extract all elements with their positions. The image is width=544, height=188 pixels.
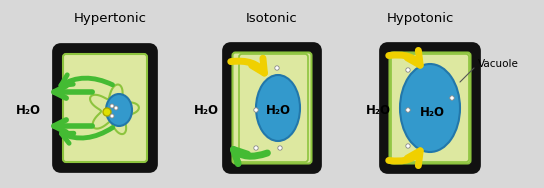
Circle shape: [254, 66, 258, 70]
FancyBboxPatch shape: [57, 48, 153, 168]
Circle shape: [278, 146, 282, 150]
Text: H₂O: H₂O: [194, 104, 219, 117]
Text: Hypertonic: Hypertonic: [73, 12, 146, 25]
Circle shape: [254, 108, 258, 112]
Circle shape: [254, 146, 258, 150]
Circle shape: [406, 68, 410, 72]
Text: Isotonic: Isotonic: [246, 12, 298, 25]
Circle shape: [110, 114, 114, 118]
FancyBboxPatch shape: [63, 54, 147, 162]
Text: Hypotonic: Hypotonic: [386, 12, 454, 25]
Ellipse shape: [256, 75, 300, 141]
FancyBboxPatch shape: [227, 47, 317, 169]
Ellipse shape: [103, 108, 111, 116]
Circle shape: [275, 66, 279, 70]
Text: H₂O: H₂O: [366, 104, 391, 117]
Ellipse shape: [106, 94, 132, 126]
Circle shape: [114, 106, 118, 110]
Circle shape: [450, 96, 454, 100]
Circle shape: [406, 108, 410, 112]
Ellipse shape: [400, 64, 460, 152]
FancyBboxPatch shape: [390, 52, 471, 164]
Text: H₂O: H₂O: [265, 104, 290, 117]
FancyBboxPatch shape: [232, 52, 312, 164]
Text: H₂O: H₂O: [15, 104, 40, 117]
Circle shape: [110, 104, 114, 108]
Polygon shape: [90, 85, 139, 134]
Text: Vacuole: Vacuole: [478, 59, 519, 69]
FancyBboxPatch shape: [384, 47, 476, 169]
FancyBboxPatch shape: [391, 54, 469, 162]
Text: H₂O: H₂O: [419, 105, 444, 118]
Circle shape: [406, 144, 410, 148]
FancyBboxPatch shape: [239, 54, 308, 162]
